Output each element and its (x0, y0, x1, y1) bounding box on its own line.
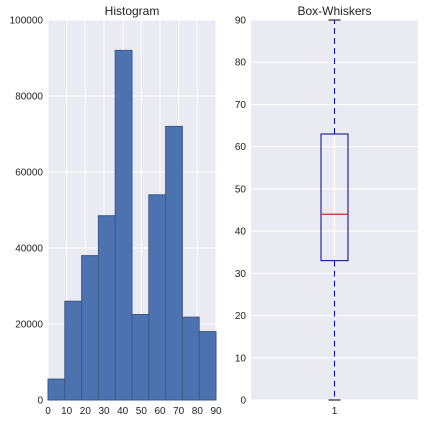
histogram-y-tick-label: 80000 (15, 92, 43, 103)
histogram-panel: 0 20000 40000 60000 80000 100000 0 10 20 30 40 50 6… (10, 4, 222, 417)
histogram-bar (198, 331, 217, 401)
histogram-y-tick-label: 0 (37, 396, 43, 407)
histogram-y-tick-label: 60000 (15, 168, 43, 179)
histogram-x-tick-label: 40 (117, 406, 129, 417)
histogram-bar (81, 255, 99, 401)
histogram-x-tick-label: 0 (45, 406, 51, 417)
box-x-tick-label: 1 (332, 406, 338, 417)
box-y-tick-label: 80 (235, 58, 247, 69)
histogram-bar (114, 49, 133, 401)
histogram-x-tick-label: 50 (136, 406, 148, 417)
box-y-tick-label: 20 (235, 311, 247, 322)
histogram-x-tick-label: 90 (210, 406, 222, 417)
histogram-bar (148, 194, 167, 401)
box-y-tick-label: 30 (235, 269, 247, 280)
box-y-tick-label: 10 (235, 353, 247, 364)
histogram-bar (165, 125, 183, 401)
box-whiskers-panel: 0 10 20 30 40 50 60 70 80 90 1 Box-Whiskers (235, 4, 418, 417)
histogram-bar (47, 378, 66, 401)
histogram-x-tick-label: 10 (61, 406, 73, 417)
box-y-tick-label: 40 (235, 227, 247, 238)
box-y-tick-label: 0 (240, 396, 246, 407)
histogram-bars (47, 49, 217, 401)
box-y-tick-label: 50 (235, 184, 247, 195)
histogram-x-tick-labels: 0 10 20 30 40 50 60 70 80 90 (45, 406, 222, 417)
histogram-y-tick-label: 20000 (15, 320, 43, 331)
histogram-y-tick-labels: 0 20000 40000 60000 80000 100000 (10, 16, 44, 407)
histogram-bar (64, 300, 83, 401)
box-iqr (320, 133, 349, 262)
histogram-bar (131, 314, 150, 401)
histogram-y-tick-label: 100000 (10, 16, 44, 27)
box-y-tick-label: 60 (235, 142, 247, 153)
box-y-tick-labels: 0 10 20 30 40 50 60 70 80 90 (235, 16, 247, 407)
box-y-tick-label: 90 (235, 16, 247, 27)
histogram-bar (181, 316, 200, 401)
histogram-x-tick-label: 80 (192, 406, 204, 417)
box-y-tick-label: 70 (235, 100, 247, 111)
histogram-bar (97, 215, 116, 401)
histogram-x-tick-label: 60 (154, 406, 166, 417)
histogram-title: Histogram (105, 4, 160, 18)
histogram-x-tick-label: 70 (173, 406, 185, 417)
box-x-tick-labels: 1 (332, 406, 338, 417)
box-plot-marks (320, 19, 349, 401)
histogram-x-tick-label: 20 (80, 406, 92, 417)
box-whiskers-title: Box-Whiskers (297, 4, 371, 18)
histogram-x-tick-label: 30 (98, 406, 110, 417)
histogram-y-tick-label: 40000 (15, 244, 43, 255)
